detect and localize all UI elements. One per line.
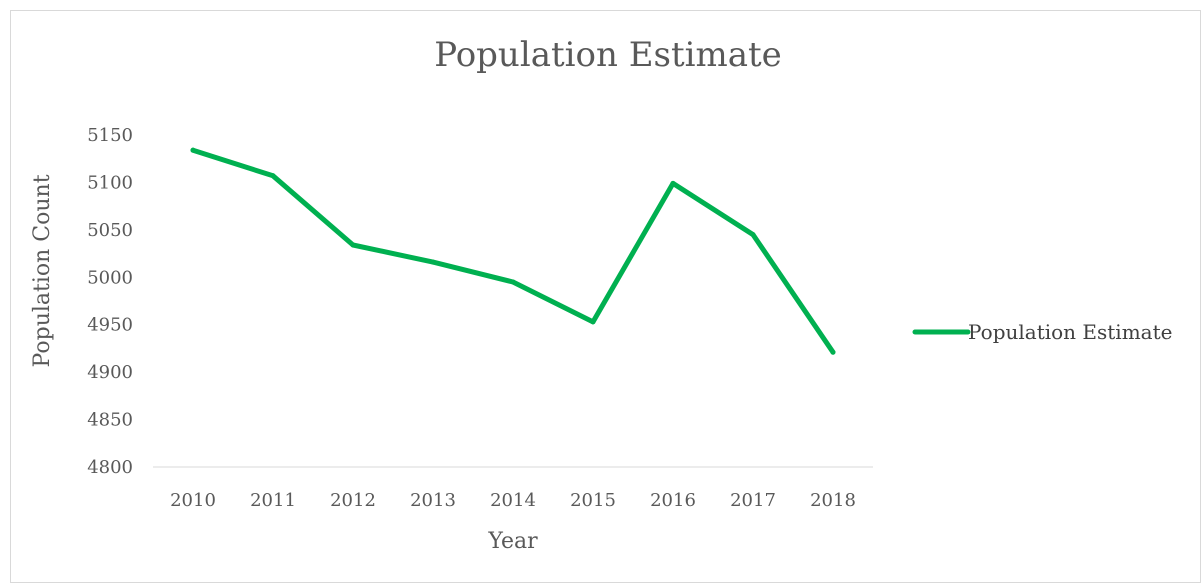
y-axis-tick-labels: 4800 4850 4900 4950 5000 5050 5100 5150 bbox=[87, 125, 133, 478]
data-point bbox=[590, 319, 596, 325]
y-tick-label: 5150 bbox=[87, 125, 133, 146]
data-point bbox=[750, 232, 756, 238]
x-tick-label: 2016 bbox=[650, 490, 696, 511]
x-tick-label: 2012 bbox=[330, 490, 376, 511]
y-tick-label: 5050 bbox=[87, 220, 133, 241]
data-point bbox=[430, 259, 436, 265]
y-tick-label: 4800 bbox=[87, 457, 133, 478]
x-tick-label: 2017 bbox=[730, 490, 776, 511]
data-point bbox=[510, 279, 516, 285]
y-tick-label: 4850 bbox=[87, 410, 133, 431]
data-point bbox=[350, 242, 356, 248]
data-point bbox=[190, 147, 196, 153]
y-tick-label: 5100 bbox=[87, 172, 133, 193]
x-tick-label: 2011 bbox=[250, 490, 296, 511]
y-tick-label: 4950 bbox=[87, 315, 133, 336]
x-axis-title: Year bbox=[487, 529, 538, 554]
x-axis-tick-labels: 2010 2011 2012 2013 2014 2015 2016 2017 2018 bbox=[170, 490, 856, 511]
x-tick-label: 2015 bbox=[570, 490, 616, 511]
y-axis-title: Population Count bbox=[30, 174, 55, 367]
data-point bbox=[670, 180, 676, 186]
x-tick-label: 2014 bbox=[490, 490, 536, 511]
data-point bbox=[830, 349, 836, 355]
y-tick-label: 5000 bbox=[87, 267, 133, 288]
series-layer bbox=[190, 147, 836, 355]
chart-title: Population Estimate bbox=[434, 35, 782, 75]
x-tick-label: 2010 bbox=[170, 490, 216, 511]
x-tick-label: 2013 bbox=[410, 490, 456, 511]
legend: Population Estimate bbox=[912, 320, 1172, 344]
y-tick-label: 4900 bbox=[87, 362, 133, 383]
x-tick-label: 2018 bbox=[810, 490, 856, 511]
legend-label: Population Estimate bbox=[968, 320, 1172, 344]
data-point bbox=[270, 173, 276, 179]
